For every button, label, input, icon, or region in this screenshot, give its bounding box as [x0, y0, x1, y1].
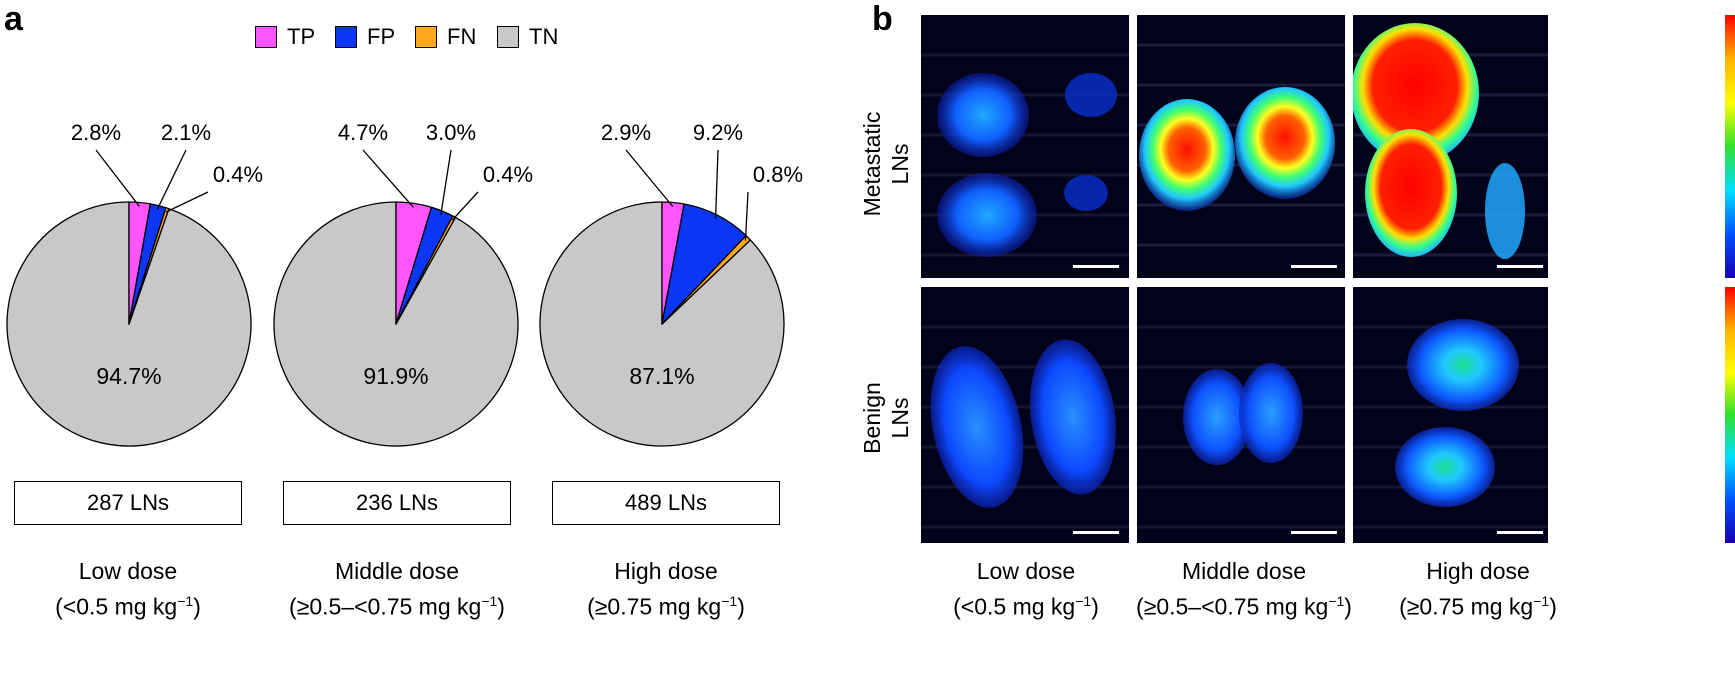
dose-range: (<0.5 mg kg [953, 593, 1076, 620]
scale-bar [1291, 265, 1337, 268]
dose-unit-exponent: −1 [1075, 593, 1092, 609]
dose-name: Middle dose [334, 558, 460, 584]
row-label-line2: LNs [887, 397, 913, 439]
dose-close: ) [1091, 593, 1099, 620]
row-label-line1: Benign [859, 382, 885, 454]
panel-b-label: b [872, 0, 893, 38]
dose-range: (≥0.5–<0.75 mg kg [289, 593, 482, 620]
legend-label-tp: TP [287, 24, 316, 49]
pie-0-label-tn: 94.7% [96, 363, 161, 389]
scale-bar [1497, 531, 1543, 534]
dose-close: ) [737, 593, 745, 620]
image-metastatic-low [921, 15, 1129, 278]
pie-2-label-fn: 0.8% [753, 162, 803, 187]
pie-2-leader-fn [744, 191, 749, 241]
pie-0-leader-tp [95, 149, 140, 207]
dose-name: Low dose [976, 558, 1076, 584]
dose-range: (≥0.75 mg kg [587, 593, 722, 620]
image-benign-high [1353, 287, 1548, 543]
pie-1-label-tn: 91.9% [363, 363, 428, 389]
count-box-high: 489 LNs [552, 481, 780, 525]
pie-0-label-fn: 0.4% [213, 162, 263, 187]
colorbar-metastatic [1725, 15, 1735, 278]
legend-item-fn: FN [415, 24, 476, 50]
row-label-line1: Metastatic [859, 111, 885, 217]
dose-label-middle: Middle dose (≥0.5–<0.75 mg kg−1) [262, 556, 532, 622]
dose-range: (≥0.75 mg kg [1399, 593, 1534, 620]
image-benign-middle [1137, 287, 1345, 543]
dose-close: ) [193, 593, 201, 620]
dose-name: High dose [1426, 558, 1530, 584]
column-label-high: High dose (≥0.75 mg kg−1) [1378, 556, 1578, 622]
dose-unit-exponent: −1 [721, 593, 738, 609]
dose-close: ) [1549, 593, 1557, 620]
pie-charts: 2.8% 2.1%0.4%94.7%4.7% 3.0%0.4%91.9%2.9% 9.… [6, 120, 803, 447]
dose-unit-exponent: −1 [177, 593, 194, 609]
dose-name: Middle dose [1181, 558, 1307, 584]
dose-label-low: Low dose (<0.5 mg kg−1) [28, 556, 228, 622]
pie-2-leader-tp [625, 149, 674, 207]
pie-0-label-tp: 2.8% [71, 120, 121, 145]
count-box-low: 287 LNs [14, 481, 242, 525]
legend-swatch-fn [415, 26, 437, 48]
legend-item-tp: TP [255, 24, 315, 50]
dose-close: ) [497, 593, 505, 620]
chart-legend: TP FP FN TN [0, 24, 900, 58]
dose-unit-exponent: −1 [1533, 593, 1550, 609]
image-benign-low [921, 287, 1129, 543]
image-metastatic-middle [1137, 15, 1345, 278]
colorbar-benign [1725, 287, 1735, 543]
row-label-line2: LNs [887, 143, 913, 185]
panel-a-label: a [4, 0, 23, 38]
pie-2-label-tn: 87.1% [629, 363, 694, 389]
legend-swatch-fp [335, 26, 357, 48]
dose-name: High dose [614, 558, 718, 584]
dose-unit-exponent: −1 [481, 593, 498, 609]
pie-1-label-tp: 4.7% [338, 120, 388, 145]
dose-unit-exponent: −1 [1328, 593, 1345, 609]
pie-0-leader-fn [165, 191, 209, 213]
image-metastatic-high [1353, 15, 1548, 278]
pie-2-leader-fp [714, 149, 719, 219]
scale-bar [1497, 265, 1543, 268]
legend-item-tn: TN [497, 24, 558, 50]
pie-2-label-tp: 2.9% [601, 120, 651, 145]
row-label-benign: Benign LNs [858, 318, 914, 518]
pie-0-slice-fn [128, 207, 170, 325]
scale-bar [1073, 531, 1119, 534]
legend-swatch-tn [497, 26, 519, 48]
legend-label-fn: FN [447, 24, 477, 49]
dose-name: Low dose [78, 558, 178, 584]
legend-swatch-tp [255, 26, 277, 48]
scale-bar [1291, 531, 1337, 534]
column-label-low: Low dose (<0.5 mg kg−1) [926, 556, 1126, 622]
pie-1-leader-tp [362, 149, 414, 208]
dose-range: (≥0.5–<0.75 mg kg [1136, 593, 1329, 620]
dose-close: ) [1344, 593, 1352, 620]
column-label-middle: Middle dose (≥0.5–<0.75 mg kg−1) [1111, 556, 1377, 622]
pie-0-leader-fp [156, 149, 187, 210]
pie-2-label-fp: 9.2% [693, 120, 743, 145]
legend-item-fp: FP [335, 24, 395, 50]
count-box-middle: 236 LNs [283, 481, 511, 525]
pie-1-leader-fn [451, 191, 479, 221]
row-label-metastatic: Metastatic LNs [858, 64, 914, 264]
legend-label-tn: TN [529, 24, 559, 49]
pie-1-label-fp: 3.0% [426, 120, 476, 145]
pie-1-label-fn: 0.4% [483, 162, 533, 187]
legend-label-fp: FP [367, 24, 396, 49]
dose-label-high: High dose (≥0.75 mg kg−1) [556, 556, 776, 622]
scale-bar [1073, 265, 1119, 268]
pie-1-leader-fp [440, 149, 452, 215]
pie-0-label-fp: 2.1% [161, 120, 211, 145]
dose-range: (<0.5 mg kg [55, 593, 178, 620]
